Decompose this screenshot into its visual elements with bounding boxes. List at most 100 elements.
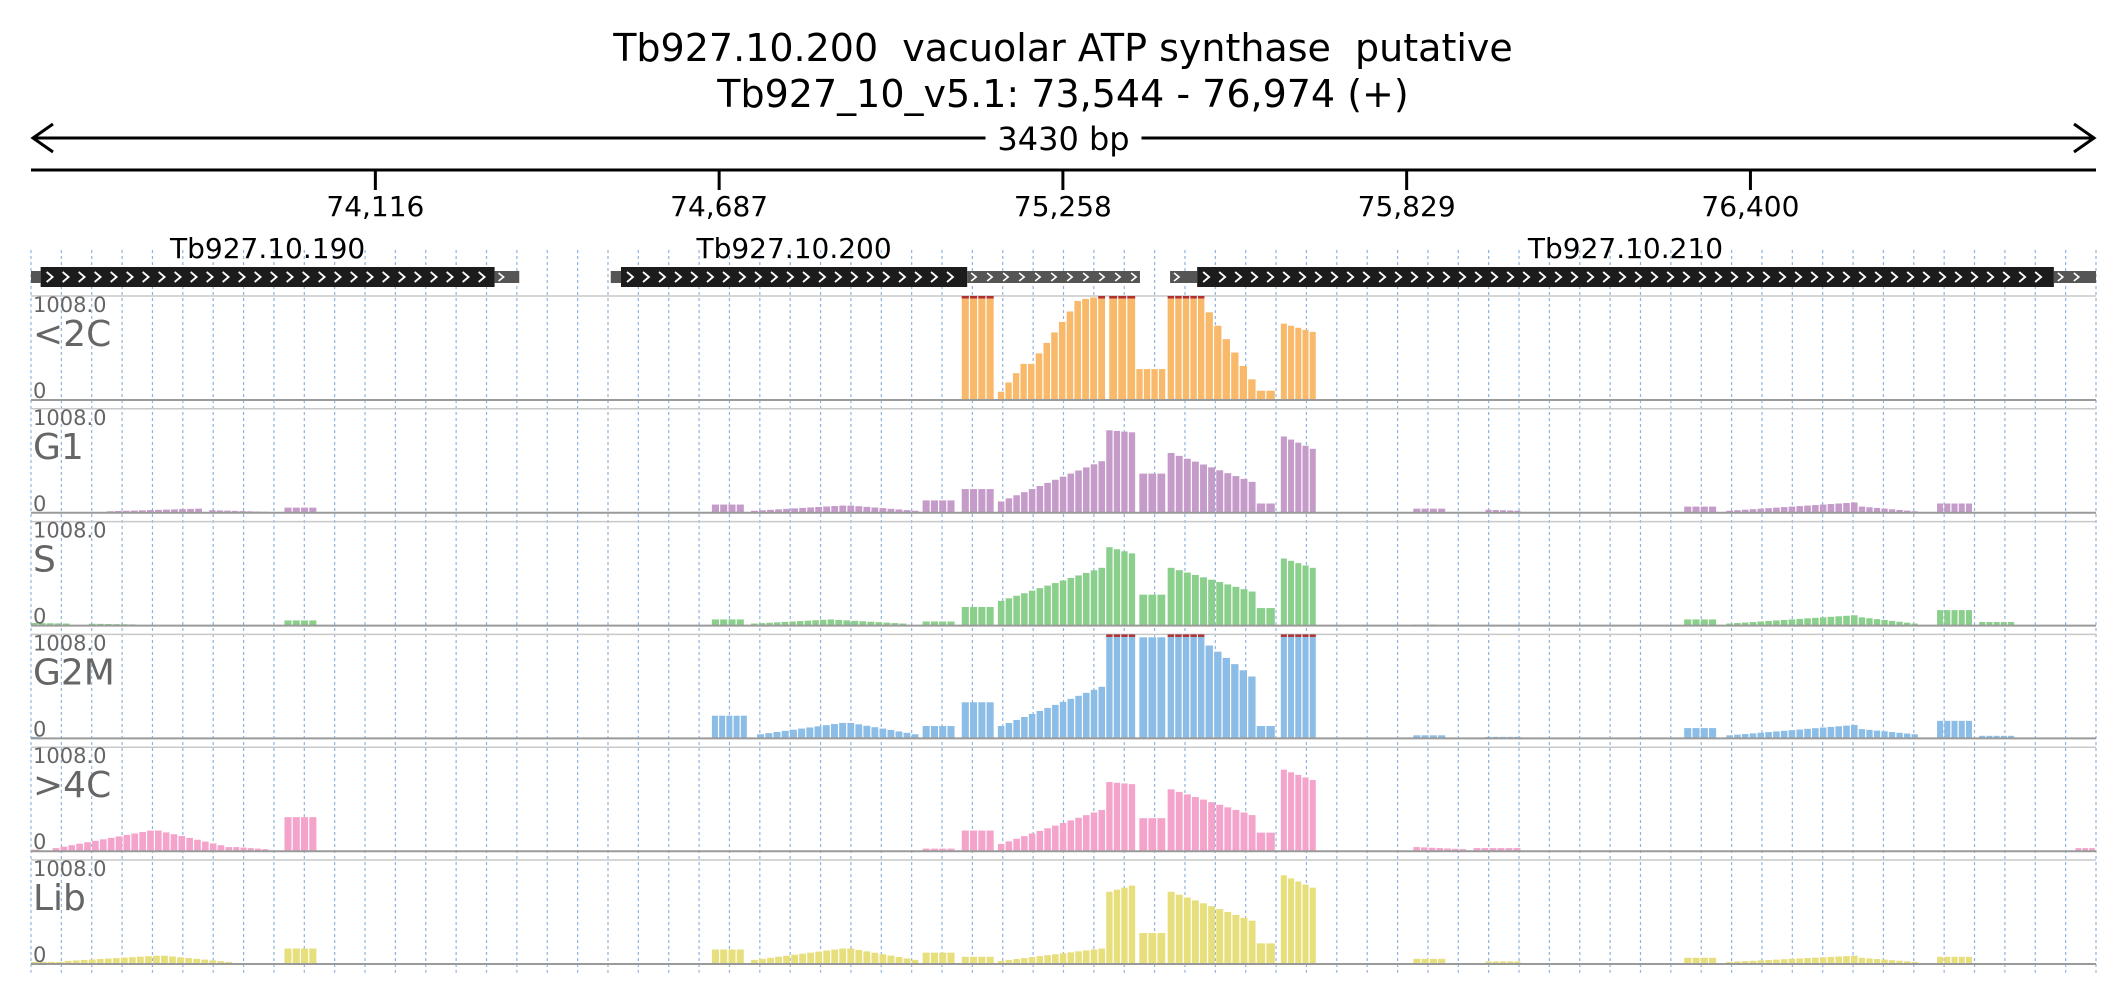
coverage-bar	[240, 847, 247, 852]
coverage-bar	[978, 830, 986, 852]
coverage-bar	[1021, 716, 1028, 739]
span-label-background	[985, 120, 1142, 156]
clip-marker	[1113, 634, 1121, 637]
coverage-bar	[1858, 729, 1866, 739]
coverage-bar	[1280, 875, 1287, 964]
coverage-bar	[1481, 848, 1489, 852]
coverage-bar	[1098, 567, 1106, 626]
coverage-bar	[1896, 732, 1903, 739]
coverage-bar	[1052, 954, 1059, 964]
coverage-bar	[1692, 619, 1700, 626]
coverage-bar	[1302, 565, 1309, 626]
coverage-bar	[1044, 482, 1051, 513]
strand-arrow	[1554, 271, 1563, 283]
coverage-bar	[807, 507, 815, 513]
coverage-bar	[1888, 620, 1896, 626]
coverage-bar	[1858, 957, 1866, 964]
coverage-bar	[1224, 473, 1232, 513]
coverage-bar	[1866, 507, 1873, 513]
coverage-bar	[751, 510, 758, 513]
coverage-bar	[922, 848, 930, 852]
coverage-bar	[1937, 720, 1944, 739]
coverage-bar	[1684, 619, 1692, 626]
clip-marker	[1295, 634, 1302, 637]
strand-arrow	[318, 271, 327, 283]
coverage-bar	[155, 509, 162, 513]
clip-marker	[961, 296, 969, 299]
coverage-bar	[1224, 807, 1232, 852]
coverage-bar	[1028, 590, 1036, 626]
coverage-bar	[309, 507, 317, 513]
coverage-bar	[2008, 735, 2015, 739]
coverage-bar	[88, 959, 96, 964]
coverage-bar	[1937, 610, 1944, 626]
coverage-bar	[775, 509, 782, 513]
coverage-bar	[1757, 508, 1765, 513]
coverage-bar	[720, 949, 728, 964]
strand-arrow	[738, 271, 747, 283]
track-ymax-label: 1008.0	[33, 744, 106, 768]
coverage-bar	[1239, 365, 1248, 400]
coverage-bar	[1248, 920, 1256, 964]
coverage-bar	[1951, 610, 1958, 626]
track-ymin-label: 0	[33, 717, 46, 741]
coverage-bar	[1239, 670, 1248, 739]
coverage-bars	[31, 769, 2095, 852]
strand-arrow	[1173, 272, 1181, 282]
coverage-bar	[1175, 894, 1183, 964]
coverage-bar	[254, 848, 261, 852]
coverage-bar	[1514, 961, 1521, 964]
coverage-bar	[1182, 296, 1190, 400]
coverage-bar	[930, 726, 938, 739]
coverage-bar	[224, 510, 231, 513]
strand-arrow	[946, 271, 955, 283]
coverage-bar	[997, 843, 1005, 852]
coverage-bar	[104, 958, 112, 964]
strand-arrow	[302, 271, 311, 283]
coverage-bar	[1709, 506, 1717, 513]
strand-arrow	[970, 272, 978, 282]
coverage-bar	[1005, 723, 1013, 739]
coverage-bar	[1013, 719, 1020, 739]
coverage-bar	[1139, 473, 1148, 513]
coverage-bar	[1256, 503, 1266, 513]
coverage-bar	[1873, 958, 1881, 964]
coverage-bar	[1182, 634, 1190, 739]
coverage-bar	[815, 506, 823, 513]
coverage-bar	[1083, 692, 1090, 739]
strand-arrow	[1266, 271, 1275, 283]
strand-arrow	[2057, 272, 2065, 282]
gene-utr	[2053, 271, 2096, 283]
coverage-bar	[301, 948, 309, 964]
coverage-bar	[112, 958, 120, 964]
coverage-bar	[733, 715, 740, 739]
strand-arrow	[626, 271, 635, 283]
coverage-bar	[1280, 323, 1287, 400]
coverage-bar	[1232, 914, 1240, 964]
coverage-bar	[1075, 575, 1082, 626]
coverage-bar	[1888, 732, 1896, 739]
coverage-bar	[1113, 634, 1121, 739]
coverage-bar	[292, 507, 300, 513]
strand-arrow	[1298, 271, 1307, 283]
coverage-bar	[879, 954, 887, 964]
coverage-bar	[1036, 485, 1044, 513]
coverage-bar	[720, 619, 728, 626]
coverage-bar	[1214, 651, 1222, 739]
coverage-bar	[1005, 382, 1012, 400]
gene-track: Tb927.10.190 Tb927.10.200 Tb927.10.210	[31, 232, 2096, 287]
coverage-bars	[961, 296, 1316, 400]
track-ymin-label: 0	[33, 943, 46, 967]
coverage-bar	[1090, 949, 1098, 964]
coverage-bar	[871, 727, 879, 739]
strand-arrow	[1050, 272, 1058, 282]
coverage-bar	[1090, 570, 1098, 626]
coverage-bar	[233, 847, 240, 852]
coverage-bars	[31, 547, 2015, 626]
coverage-bar	[1280, 558, 1287, 626]
coverage-bar	[1248, 379, 1256, 400]
strand-arrow	[770, 271, 779, 283]
coverage-bar	[783, 955, 790, 964]
coverage-bar	[791, 954, 799, 964]
strand-arrow	[818, 271, 827, 283]
